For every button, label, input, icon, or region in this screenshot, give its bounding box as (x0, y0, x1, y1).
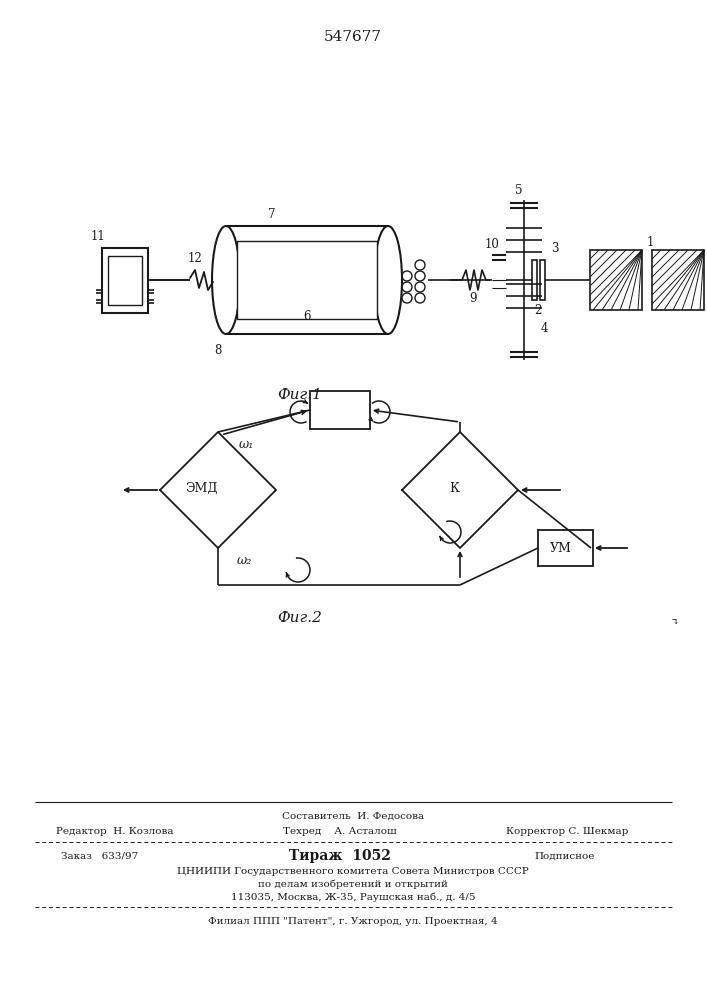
Text: Корректор С. Шекмар: Корректор С. Шекмар (506, 826, 629, 836)
Text: Редактор  Н. Козлова: Редактор Н. Козлова (57, 826, 174, 836)
Text: 11: 11 (90, 230, 105, 242)
Text: К: К (449, 482, 459, 494)
Text: Заказ   633/97: Заказ 633/97 (62, 852, 139, 860)
Text: 5: 5 (515, 184, 522, 196)
Text: Подписное: Подписное (534, 852, 595, 860)
Text: ω₂: ω₂ (236, 554, 252, 566)
Text: 7: 7 (268, 208, 276, 221)
Bar (590, 250, 642, 310)
Text: Фиг.2: Фиг.2 (278, 611, 322, 625)
Text: ЭМД: ЭМД (186, 482, 218, 494)
Text: 547677: 547677 (324, 30, 382, 44)
Text: 4: 4 (540, 322, 548, 334)
Bar (652, 250, 704, 310)
Bar (532, 260, 537, 300)
Text: УМ: УМ (550, 542, 572, 554)
Bar (540, 260, 545, 300)
Text: 9: 9 (469, 292, 477, 306)
Text: ↴: ↴ (671, 617, 679, 626)
Text: 12: 12 (187, 251, 202, 264)
Text: 2: 2 (534, 304, 542, 316)
Text: 8: 8 (214, 344, 222, 357)
Bar (108, 256, 142, 305)
Text: 10: 10 (484, 238, 499, 251)
Text: Составитель  И. Федосова: Составитель И. Федосова (282, 812, 424, 820)
Text: по делам изобретений и открытий: по делам изобретений и открытий (258, 879, 448, 889)
Bar (237, 241, 377, 319)
Bar (102, 248, 148, 313)
Bar (538, 530, 593, 566)
Bar (310, 391, 370, 429)
Text: 113035, Москва, Ж-35, Раушская наб., д. 4/5: 113035, Москва, Ж-35, Раушская наб., д. … (230, 892, 475, 902)
Text: 1: 1 (646, 235, 654, 248)
Text: Тираж  1052: Тираж 1052 (289, 849, 391, 863)
Text: ω₁: ω₁ (238, 438, 254, 450)
Text: Фиг.1: Фиг.1 (278, 388, 322, 402)
Text: Филиал ППП "Патент", г. Ужгород, ул. Проектная, 4: Филиал ППП "Патент", г. Ужгород, ул. Про… (208, 916, 498, 926)
Text: 6: 6 (303, 310, 311, 322)
Text: 3: 3 (551, 241, 559, 254)
Text: ЦНИИПИ Государственного комитета Совета Министров СССР: ЦНИИПИ Государственного комитета Совета … (177, 866, 529, 876)
Text: Техред    А. Асталош: Техред А. Асталош (283, 826, 397, 836)
